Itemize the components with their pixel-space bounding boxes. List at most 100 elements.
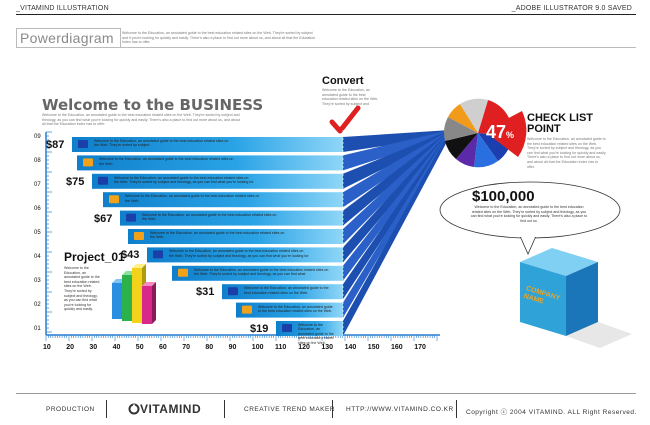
pie-slice-orange (448, 104, 478, 133)
pie-chart (444, 98, 527, 168)
mobile-icon (126, 213, 136, 222)
ray (343, 130, 450, 263)
ray (343, 130, 450, 281)
notepad-icon (83, 158, 93, 167)
footer-divider (332, 400, 333, 418)
footer-url[interactable]: HTTP://WWW.VITAMIND.CO.KR (346, 406, 454, 413)
computer-icon (78, 140, 88, 148)
ray (343, 130, 450, 300)
percent-label: 47% (486, 122, 515, 142)
ray (343, 130, 450, 208)
rays (343, 130, 450, 336)
ray (343, 130, 450, 171)
checkmark-icon (329, 105, 361, 134)
footer-logo: VITAMIND (128, 402, 201, 416)
bar (276, 321, 343, 336)
title-note: Welcome to the Education, an annotated g… (122, 31, 316, 45)
title-rule (120, 47, 636, 48)
footer-logo-text: VITAMIND (140, 402, 202, 416)
bars (72, 130, 344, 336)
bar (120, 210, 343, 226)
x-tick-label: 30 (89, 344, 98, 351)
bar-text: Welcome to the Education, an annotated g… (150, 231, 285, 240)
bar (172, 265, 343, 281)
bar (72, 137, 343, 152)
checklist-line2: POINT (527, 123, 561, 135)
bar-text: Welcome to the Education, an annotated g… (94, 139, 229, 148)
x-tick-label: 110 (275, 344, 287, 351)
y-tick-label: 09 (34, 134, 41, 140)
house-icon (134, 232, 144, 240)
pie-slice-light (460, 98, 488, 133)
bar-text: Welcome to the Education, an annotated g… (169, 249, 309, 258)
x-tick-label: 20 (66, 344, 74, 351)
pie-slice-grey (444, 117, 478, 141)
pie-slice-black (445, 133, 478, 159)
convert-label: Convert (322, 75, 364, 87)
tv-dvd-icon (153, 250, 163, 259)
footer-production: PRODUCTION (46, 406, 95, 413)
x-ruler (45, 334, 440, 341)
footer-copyright: Copyright ⓒ 2004 VITAMIND. ALL Right Res… (466, 409, 637, 416)
x-tick-label: 60 (159, 344, 167, 351)
bar-text: Welcome to the Education, an annotated g… (298, 323, 334, 345)
bar (147, 247, 343, 263)
footer-divider (224, 400, 225, 418)
checklist-line1: CHECK LIST (527, 112, 593, 124)
ray (343, 130, 450, 226)
welcome-heading: Welcome to the BUSINESS (42, 96, 264, 114)
bar (222, 284, 343, 300)
printer-icon (282, 324, 292, 332)
x-tick-label: 170 (414, 344, 426, 351)
y-tick-label: 05 (34, 230, 41, 236)
x-tick-label: 150 (367, 344, 380, 351)
trash-icon (228, 287, 238, 296)
x-tick-label: 40 (112, 344, 121, 351)
x-tick-label: 70 (182, 344, 190, 351)
project-body: Welcome to the Education, an annotated g… (64, 266, 100, 312)
bar-text: Welcome to the Education, an annotated g… (244, 286, 329, 295)
company-box (520, 248, 632, 348)
project-label: Project_01 (64, 250, 125, 264)
y-tick-label: 07 (34, 182, 41, 188)
page-title: Powerdiagram (16, 28, 121, 48)
bar-value-label: $67 (94, 212, 113, 225)
y-tick-label: 06 (34, 206, 41, 212)
chart-note-icon (178, 268, 188, 277)
bar (128, 229, 343, 244)
bar (77, 155, 343, 171)
money-value: $100,000 (472, 188, 535, 205)
people-icon (242, 305, 252, 314)
header-rule (16, 14, 636, 15)
x-tick-label: 10 (43, 344, 51, 351)
bar-text: Welcome to the Education, an annotated g… (258, 304, 333, 313)
ray (343, 130, 450, 336)
bar-text: Welcome to the Education, an annotated g… (142, 212, 277, 221)
x-tick-label: 80 (205, 344, 214, 351)
header-left: _VITAMIND ILLUSTRATION (16, 5, 109, 12)
bar-text: Welcome to the Education, an annotated g… (99, 157, 234, 166)
y-tick-label: 04 (34, 254, 41, 260)
footer-divider (456, 400, 457, 418)
bar-text: Welcome to the Education, an annotated g… (125, 194, 260, 203)
vitamind-logo-icon (128, 403, 140, 415)
pie-slice-explode (484, 111, 527, 157)
convert-body: Welcome to the Education, an annotated g… (322, 88, 379, 106)
footer-rule-top (16, 393, 636, 394)
x-tick-label: 140 (344, 344, 357, 351)
pie-slice-blue (474, 133, 498, 168)
x-tick-label: 160 (391, 344, 403, 351)
bar-value-label: $75 (66, 175, 85, 188)
x-tick-label: 130 (321, 344, 334, 351)
footer-divider (106, 400, 107, 418)
tv-icon (98, 176, 108, 185)
bar (92, 173, 343, 189)
ray (343, 130, 450, 244)
header-right: _ADOBE ILLUSTRATOR 9.0 SAVED (511, 5, 632, 12)
bar-value-label: $19 (250, 323, 269, 335)
checklist-body: Welcome to the Education, an annotated g… (527, 137, 607, 169)
x-tick-label: 90 (228, 344, 237, 351)
x-tick-label: 100 (251, 344, 264, 351)
ray (343, 130, 450, 189)
